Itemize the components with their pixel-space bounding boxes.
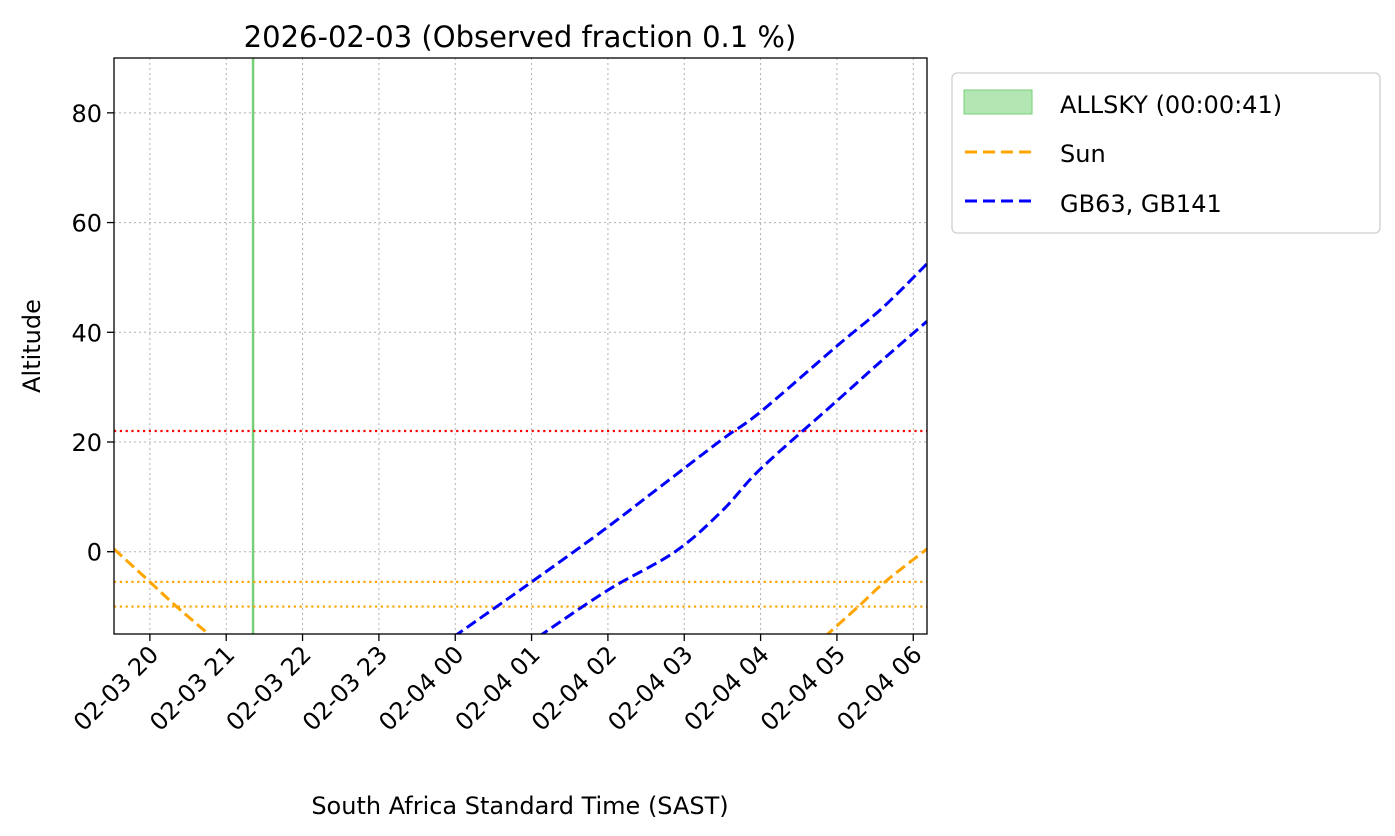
plot-marks <box>114 58 927 634</box>
legend-sun-label: Sun <box>1060 140 1106 168</box>
legend-frame <box>951 72 1381 234</box>
x-tick-label: 02-04 06 <box>831 640 927 736</box>
y-tick-label: 80 <box>71 100 102 128</box>
y-tick-label: 40 <box>71 319 102 347</box>
y-tick-label: 20 <box>71 429 102 457</box>
gb63-altitude-curve <box>455 262 927 634</box>
x-axis-label: South Africa Standard Time (SAST) <box>311 792 728 820</box>
chart-title: 2026-02-03 (Observed fraction 0.1 %) <box>244 20 797 54</box>
sun-altitude-curve <box>114 547 211 634</box>
legend-allsky-label: ALLSKY (00:00:41) <box>1060 91 1282 119</box>
grid <box>114 58 927 634</box>
allsky-span <box>251 58 255 634</box>
y-tick-label: 60 <box>71 210 102 238</box>
legend-targets-label: GB63, GB141 <box>1060 190 1222 218</box>
legend: ALLSKY (00:00:41) Sun GB63, GB141 <box>951 72 1381 234</box>
sun-altitude-curve <box>825 547 927 634</box>
y-tick-label: 0 <box>87 539 102 567</box>
plot-frame <box>113 57 928 635</box>
y-axis-label: Altitude <box>18 299 46 393</box>
legend-allsky-swatch <box>963 89 1033 115</box>
gb141-altitude-curve <box>539 320 927 634</box>
